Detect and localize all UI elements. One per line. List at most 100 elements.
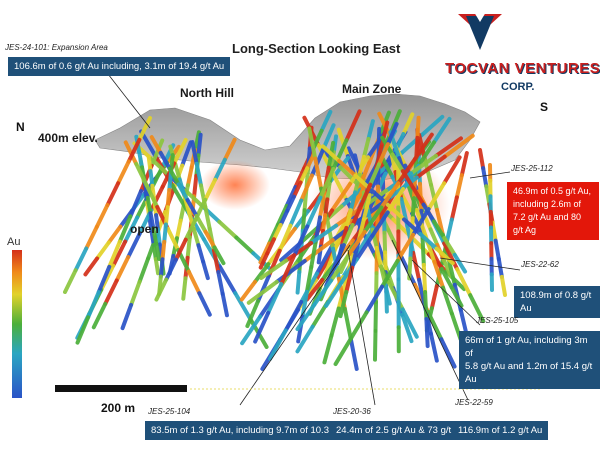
drill-hole-segment xyxy=(295,324,315,354)
drill-hole-segment xyxy=(362,136,371,159)
drill-hole-segment xyxy=(172,160,182,182)
drill-hole-segment xyxy=(449,285,464,308)
drill-hole-segment xyxy=(126,137,142,164)
callout-jes-25-112: 46.9m of 0.5 g/t Au, including 2.6m of 7… xyxy=(507,182,599,240)
drill-hole-segment xyxy=(158,150,172,171)
elevation-label: 400m elev. xyxy=(38,131,98,145)
drill-hole-segment xyxy=(144,183,160,209)
drill-hole-segment xyxy=(499,274,507,297)
drill-hole-segment xyxy=(191,226,201,248)
drill-hole-segment xyxy=(233,291,253,323)
drill-hole-segment xyxy=(468,293,486,324)
drill-hole-segment xyxy=(277,223,293,253)
drill-hole-segment xyxy=(96,264,112,295)
drill-hole-segment xyxy=(116,159,131,186)
drill-hole-segment xyxy=(320,144,342,164)
drill-hole-segment xyxy=(432,259,446,290)
leader-jes-20-36 xyxy=(347,249,376,406)
drill-hole-segment xyxy=(293,166,307,190)
drill-hole-trace xyxy=(91,137,188,330)
drill-hole-segment xyxy=(452,252,468,274)
drill-hole-segment xyxy=(455,267,473,298)
drill-hole-segment xyxy=(420,235,426,267)
drill-hole-trace xyxy=(258,152,316,270)
drill-hole-segment xyxy=(434,246,455,266)
drill-hole-segment xyxy=(366,119,375,141)
drill-hole-segment xyxy=(114,255,131,283)
drill-hole-segment xyxy=(368,162,382,187)
drill-hole-segment xyxy=(117,214,133,244)
drill-hole-segment xyxy=(490,220,498,243)
drill-hole-segment xyxy=(312,278,334,307)
drill-hole-segment xyxy=(342,306,353,341)
drill-hole-segment xyxy=(307,126,318,161)
drill-hole-segment xyxy=(284,241,314,263)
drill-hole-segment xyxy=(185,165,194,188)
drill-hole-segment xyxy=(344,109,362,143)
drill-hole-segment xyxy=(442,133,475,159)
zone-label-main-zone: Main Zone xyxy=(342,82,402,96)
drill-hole-segment xyxy=(111,239,128,268)
drill-hole-segment xyxy=(239,279,258,302)
callout-jes-25-105: 66m of 1 g/t Au, including 3m of 5.8 g/t… xyxy=(459,331,600,389)
drill-hole-trace xyxy=(488,163,494,292)
drill-hole-segment xyxy=(63,268,78,294)
drill-hole-segment xyxy=(94,203,110,229)
drill-hole-segment xyxy=(162,222,168,244)
drill-hole-segment xyxy=(356,225,376,255)
drill-hole-segment xyxy=(155,227,162,247)
drill-hole-segment xyxy=(379,181,401,210)
drill-hole-segment xyxy=(344,208,353,230)
drill-hole-segment xyxy=(197,291,212,317)
drill-hole-segment xyxy=(194,213,208,234)
drill-hole-segment xyxy=(329,306,341,338)
drill-hole-segment xyxy=(400,312,414,344)
drill-hole-segment xyxy=(151,226,159,246)
drill-hole-segment xyxy=(151,242,158,262)
direction-north: N xyxy=(16,120,25,134)
drill-hole-segment xyxy=(481,166,489,189)
drill-hole-segment xyxy=(211,248,221,274)
drill-hole-segment xyxy=(240,314,263,346)
drill-hole-segment xyxy=(246,279,279,305)
drill-hole-segment xyxy=(167,166,181,187)
drill-hole-segment xyxy=(274,259,307,284)
leader-jes-25-104 xyxy=(239,244,351,406)
drill-hole-segment xyxy=(433,136,463,158)
drill-hole-segment xyxy=(319,109,333,133)
drill-hole-segment xyxy=(86,290,101,320)
drill-hole-segment xyxy=(339,186,364,209)
drill-hole-segment xyxy=(418,231,439,251)
drill-hole-segment xyxy=(454,173,464,200)
hole-id-jes-22-62: JES-22-62 xyxy=(521,260,559,269)
drill-hole-segment xyxy=(283,299,304,333)
drill-hole-segment xyxy=(173,237,188,262)
drill-hole-segment xyxy=(420,114,445,137)
drill-hole-segment xyxy=(298,166,310,185)
drill-hole-segment xyxy=(181,276,188,301)
drill-hole-segment xyxy=(350,202,364,227)
drill-hole-segment xyxy=(414,154,447,180)
drill-hole-segment xyxy=(154,213,160,232)
callout-jes-25-112-line3: 7.2 g/t Au and 80 g/t Ag xyxy=(513,212,582,235)
drill-hole-trace xyxy=(295,132,434,332)
drill-hole-segment xyxy=(333,243,346,268)
callout-jes-20-36: 24.4m of 2.5 g/t Au & 73 g/t Ag xyxy=(330,421,471,440)
drill-hole-segment xyxy=(253,262,271,284)
drill-hole-segment xyxy=(337,159,358,178)
drill-hole-segment xyxy=(348,336,359,371)
drill-hole-segment xyxy=(385,121,399,147)
drill-hole-segment xyxy=(330,181,353,213)
drill-hole-segment xyxy=(442,258,453,279)
drill-hole-segment xyxy=(295,269,302,295)
callout-jes-25-105-line2: 5.8 g/t Au and 1.2m of 15.4 g/t Au xyxy=(465,361,593,385)
drill-hole-segment xyxy=(478,148,486,171)
drill-hole-segment xyxy=(415,115,421,140)
drill-hole-segment xyxy=(137,116,152,142)
drill-hole-segment xyxy=(258,241,272,265)
drill-hole-segment xyxy=(216,269,225,296)
drill-hole-segment xyxy=(154,241,162,262)
drill-hole-segment xyxy=(382,230,388,255)
drill-hole-segment xyxy=(493,238,501,261)
